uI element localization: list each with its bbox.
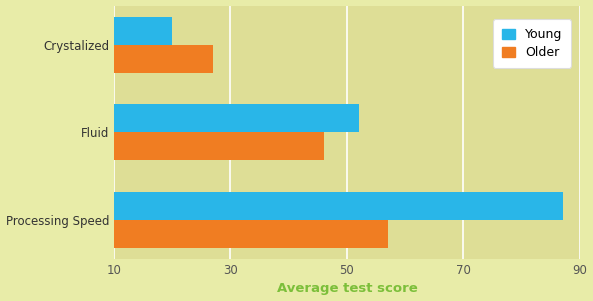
Legend: Young, Older: Young, Older — [493, 19, 572, 68]
Bar — [114, 219, 388, 247]
Bar — [114, 17, 172, 45]
Bar — [114, 45, 213, 73]
Bar — [114, 192, 563, 219]
Bar — [114, 132, 324, 160]
Bar — [114, 104, 359, 132]
X-axis label: Average test score: Average test score — [276, 282, 417, 296]
